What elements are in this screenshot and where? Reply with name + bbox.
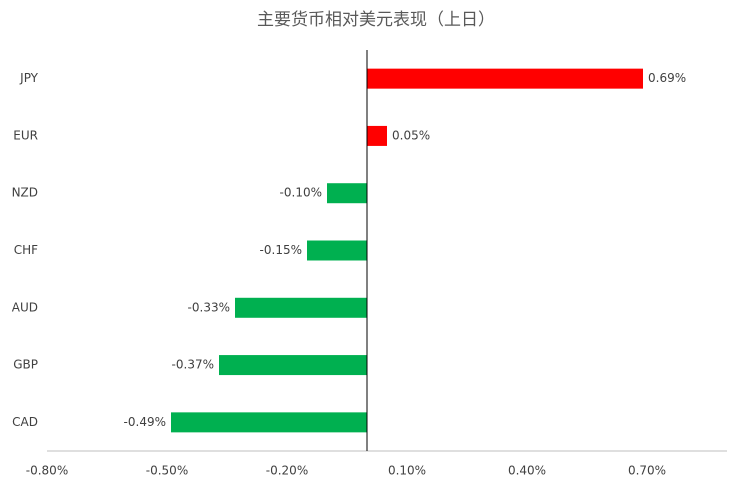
x-tick-label: -0.50% bbox=[146, 464, 188, 478]
x-tick-label: 0.40% bbox=[508, 464, 546, 478]
bar bbox=[307, 240, 367, 261]
data-label: -0.37% bbox=[172, 358, 214, 372]
bar bbox=[219, 355, 367, 376]
y-tick-label: CHF bbox=[14, 243, 38, 257]
x-tick-label: -0.80% bbox=[26, 464, 68, 478]
chart-title: 主要货币相对美元表现（上日） bbox=[257, 10, 495, 30]
bar bbox=[171, 412, 367, 433]
x-tick-label: -0.20% bbox=[266, 464, 308, 478]
data-label: -0.15% bbox=[260, 243, 302, 257]
y-tick-label: JPY bbox=[19, 71, 39, 85]
y-tick-label: NZD bbox=[12, 186, 38, 200]
data-label: 0.69% bbox=[648, 71, 686, 85]
x-tick-label: 0.10% bbox=[388, 464, 426, 478]
data-label: -0.49% bbox=[124, 415, 166, 429]
data-label: -0.33% bbox=[188, 300, 230, 314]
bar bbox=[235, 297, 367, 318]
y-tick-label: GBP bbox=[13, 358, 38, 372]
bar bbox=[327, 183, 367, 204]
bar bbox=[367, 68, 643, 89]
y-tick-label: CAD bbox=[12, 415, 38, 429]
y-tick-label: AUD bbox=[12, 300, 38, 314]
data-label: 0.05% bbox=[392, 128, 430, 142]
y-tick-label: EUR bbox=[13, 128, 38, 142]
bar bbox=[367, 125, 387, 146]
x-tick-label: 0.70% bbox=[628, 464, 666, 478]
data-label: -0.10% bbox=[280, 186, 322, 200]
